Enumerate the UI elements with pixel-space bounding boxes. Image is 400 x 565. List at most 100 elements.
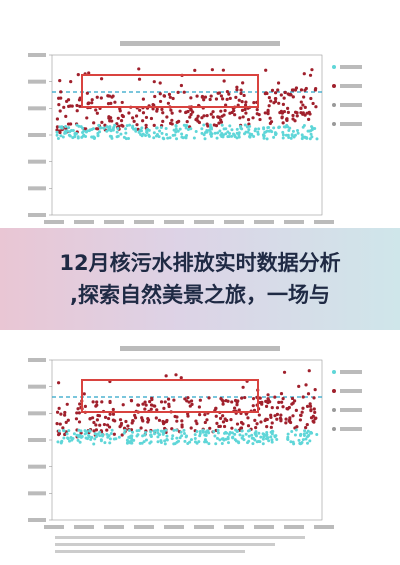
- dot: [155, 408, 159, 412]
- dot: [280, 116, 284, 120]
- dot: [233, 432, 237, 436]
- dot: [67, 126, 71, 130]
- dot: [95, 418, 99, 422]
- dot: [62, 436, 66, 440]
- dot: [208, 123, 212, 127]
- dot: [97, 123, 101, 127]
- dot: [235, 127, 239, 131]
- dot: [55, 133, 59, 137]
- dot: [270, 421, 274, 425]
- dot: [235, 88, 239, 92]
- dot: [264, 417, 268, 421]
- dot: [263, 92, 267, 96]
- dot: [57, 429, 61, 433]
- dot: [188, 404, 192, 408]
- dot: [164, 419, 169, 424]
- dot: [278, 416, 283, 420]
- dot: [168, 136, 172, 140]
- dot: [107, 425, 112, 429]
- axis-label-blur: [224, 220, 244, 224]
- dot: [197, 405, 201, 409]
- dot: [203, 137, 207, 141]
- dot: [254, 426, 258, 430]
- dot: [309, 132, 313, 136]
- dot: [301, 438, 305, 442]
- dot: [243, 395, 247, 400]
- dot: [152, 80, 156, 84]
- dot: [243, 132, 247, 136]
- dot: [175, 120, 179, 124]
- dot: [261, 437, 265, 441]
- dot: [277, 125, 281, 129]
- dot: [128, 441, 132, 445]
- dot: [180, 132, 184, 136]
- axis-label-blur: [44, 220, 64, 224]
- dot: [65, 402, 69, 406]
- dot: [153, 432, 157, 436]
- dot: [305, 431, 309, 435]
- dot: [301, 395, 305, 399]
- highlight-box: [81, 379, 259, 413]
- dot: [281, 130, 285, 134]
- dot: [184, 435, 188, 439]
- dot: [230, 128, 234, 132]
- dot: [273, 99, 278, 104]
- dot: [117, 435, 121, 439]
- title-strip: [120, 346, 280, 351]
- dot: [111, 94, 115, 98]
- dot: [214, 414, 218, 418]
- dot: [259, 420, 263, 424]
- dot: [298, 418, 302, 422]
- legend-blur: [340, 103, 362, 107]
- dot: [203, 438, 207, 442]
- dot: [119, 119, 124, 123]
- dot: [180, 423, 184, 427]
- dot: [262, 136, 266, 140]
- dot: [209, 112, 213, 116]
- axis-label-blur: [28, 213, 46, 217]
- dot: [136, 403, 141, 407]
- dot: [272, 135, 276, 139]
- dot: [281, 136, 285, 140]
- dot: [144, 431, 148, 435]
- dot: [186, 396, 190, 400]
- dot: [108, 126, 112, 130]
- dot: [59, 412, 63, 416]
- dot: [241, 385, 245, 389]
- dot: [141, 119, 145, 123]
- dot: [285, 407, 289, 411]
- dot: [265, 425, 269, 429]
- dot: [121, 114, 125, 119]
- dot: [88, 417, 92, 421]
- dot: [71, 128, 75, 132]
- dot: [107, 434, 111, 438]
- dot: [287, 135, 291, 139]
- dot: [251, 396, 256, 401]
- dot: [105, 129, 109, 133]
- dot: [56, 440, 60, 444]
- dot: [111, 407, 115, 412]
- dot: [295, 114, 299, 118]
- dot: [169, 108, 173, 112]
- dot: [178, 109, 182, 113]
- dot: [269, 435, 273, 439]
- legend-dot: [332, 408, 336, 412]
- banner-line: ,探索自然美景之旅，一场与: [70, 283, 330, 307]
- legend-dot: [332, 427, 336, 431]
- dot: [76, 407, 80, 411]
- dot: [270, 440, 274, 444]
- dot: [255, 112, 259, 116]
- dot: [266, 398, 271, 402]
- dot: [303, 136, 307, 140]
- dot: [85, 129, 89, 133]
- dot: [291, 414, 295, 418]
- dot: [221, 402, 225, 406]
- dot: [269, 99, 273, 103]
- dot: [313, 127, 317, 131]
- dot: [94, 423, 98, 427]
- dot: [175, 419, 179, 423]
- dot: [233, 113, 237, 117]
- legend-dot: [332, 103, 336, 107]
- dot: [202, 123, 206, 127]
- dot: [207, 442, 211, 446]
